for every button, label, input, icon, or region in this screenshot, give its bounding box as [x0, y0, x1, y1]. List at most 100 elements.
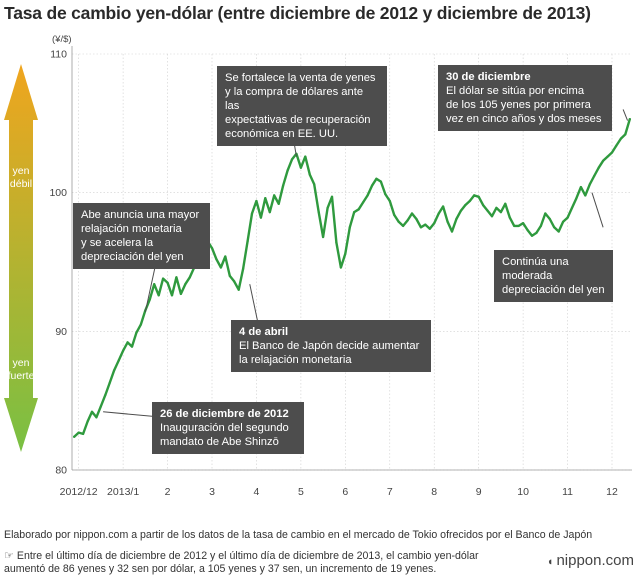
data-point: [504, 202, 507, 205]
data-point: [535, 231, 538, 234]
data-point: [335, 241, 338, 244]
data-point: [139, 323, 142, 326]
data-point: [455, 217, 458, 221]
x-tick-label: 2: [165, 486, 171, 498]
annotation-connector: [591, 192, 604, 228]
data-point: [482, 204, 485, 207]
footnote-line-1: Entre el último día de diciembre de 2012…: [16, 550, 479, 562]
data-point: [370, 184, 374, 187]
data-point: [228, 274, 231, 277]
data-point: [566, 216, 569, 219]
chart-title: Tasa de cambio yen-dólar (entre diciembr…: [4, 3, 591, 23]
annotation-connector: [144, 260, 157, 313]
data-point: [166, 281, 169, 284]
data-point: [584, 194, 587, 197]
data-point: [99, 405, 102, 408]
data-point: [210, 247, 214, 250]
data-point: [548, 217, 551, 221]
data-point: [477, 195, 480, 198]
data-point: [442, 205, 445, 208]
data-point: [357, 208, 360, 211]
yen-strong-label: yen fuerte: [8, 357, 35, 382]
data-point: [126, 341, 129, 344]
data-point: [437, 212, 440, 215]
data-point: [82, 432, 85, 435]
y-tick-label: 90: [55, 326, 67, 338]
data-point: [424, 223, 427, 226]
data-point: [233, 280, 236, 283]
data-point: [219, 266, 222, 269]
data-point: [259, 216, 262, 219]
annotation-april-4: 4 de abril El Banco de Japón decide aume…: [231, 320, 431, 372]
data-point: [575, 197, 578, 200]
pointing-hand-icon: ☞: [4, 550, 14, 562]
data-point: [486, 209, 489, 212]
data-series: [73, 103, 631, 438]
data-point: [406, 219, 409, 222]
data-point: [393, 213, 396, 216]
data-point: [450, 230, 454, 233]
data-point: [344, 252, 347, 255]
data-point: [130, 345, 134, 348]
data-point: [562, 220, 565, 223]
data-point: [135, 331, 138, 334]
data-point: [459, 209, 462, 212]
x-tick-label: 10: [517, 486, 529, 498]
data-point: [339, 266, 342, 269]
data-point: [539, 224, 543, 227]
data-point: [602, 159, 605, 162]
data-point: [499, 211, 502, 214]
data-point: [304, 155, 307, 158]
footnote: ☞ Entre el último día de diciembre de 201…: [4, 550, 524, 576]
annotation-dec-30: 30 de diciembre El dólar se sitúa por en…: [438, 65, 612, 131]
data-point: [530, 234, 534, 237]
data-point: [277, 202, 280, 205]
data-point: [615, 144, 618, 147]
data-point: [553, 226, 556, 229]
x-tick-label: 11: [562, 486, 573, 498]
y-tick-label: 110: [50, 49, 67, 61]
data-point: [290, 158, 294, 161]
data-point: [508, 216, 511, 219]
data-point: [490, 215, 494, 218]
y-axis-label: (¥/$): [52, 34, 72, 45]
data-point: [464, 204, 467, 207]
data-point: [410, 212, 414, 215]
yen-strength-arrow: [4, 64, 38, 452]
data-point: [495, 206, 498, 209]
data-point: [557, 230, 560, 233]
data-point: [379, 180, 382, 183]
data-point: [353, 211, 356, 214]
data-point: [175, 276, 178, 279]
x-tick-label: 6: [342, 486, 348, 498]
data-point: [242, 267, 245, 270]
data-point: [86, 420, 89, 423]
data-point: [153, 283, 156, 286]
data-point: [268, 211, 271, 214]
data-point: [299, 166, 302, 169]
x-tick-label: 4: [254, 486, 260, 498]
data-point: [375, 177, 378, 180]
data-point: [184, 283, 187, 286]
data-point: [619, 137, 623, 140]
data-point: [104, 394, 107, 397]
data-point: [433, 222, 436, 225]
data-point: [77, 431, 80, 434]
data-point: [237, 288, 240, 291]
data-point: [188, 276, 191, 279]
data-point: [362, 201, 365, 204]
data-point: [597, 166, 600, 169]
data-point: [606, 155, 609, 158]
source-note: Elaborado por nippon.com a partir de los…: [4, 529, 593, 541]
annotation-connector: [622, 109, 629, 121]
data-point: [588, 183, 591, 186]
data-point: [517, 224, 520, 227]
data-point: [157, 294, 160, 297]
data-point: [384, 193, 387, 196]
data-point: [593, 174, 596, 178]
brand-icon: ◖: [546, 556, 554, 568]
data-point: [317, 211, 320, 214]
data-point: [468, 199, 471, 203]
data-point: [246, 240, 249, 243]
data-point: [579, 186, 583, 189]
